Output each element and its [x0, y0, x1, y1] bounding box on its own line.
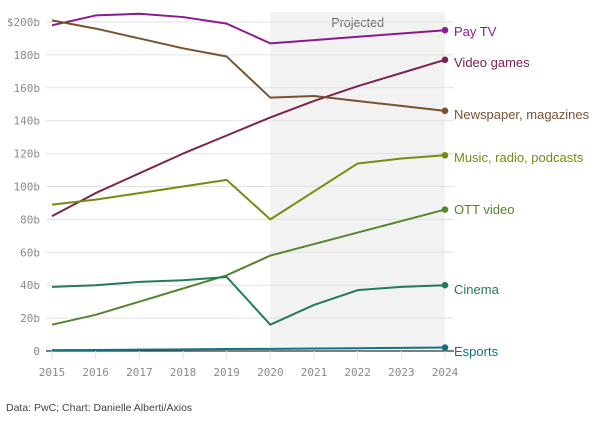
series-line: [51, 208, 446, 326]
series-label: Esports: [454, 344, 499, 359]
x-tick-label: 2018: [170, 366, 197, 379]
x-tick-label: 2023: [388, 366, 415, 379]
y-tick-label: 120b: [14, 148, 41, 161]
end-point: [441, 206, 449, 213]
x-tick-label: 2021: [301, 366, 328, 379]
series-label: OTT video: [454, 202, 514, 217]
y-tick-label: 40b: [20, 279, 40, 292]
series-cinema: Cinema: [51, 275, 500, 326]
projected-label: Projected: [331, 16, 384, 30]
gridlines: [46, 21, 454, 352]
end-point: [441, 56, 449, 64]
y-tick-label: 60b: [20, 246, 40, 259]
y-tick-label: 80b: [20, 213, 40, 226]
series-video-games: Video games: [51, 55, 530, 217]
end-point: [441, 344, 449, 351]
end-point: [441, 26, 449, 34]
y-tick-label: 0: [33, 345, 40, 358]
y-tick-label: 20b: [20, 312, 40, 325]
series-label: Music, radio, podcasts: [454, 150, 584, 165]
y-tick-label: 140b: [14, 115, 41, 128]
series-label: Video games: [454, 55, 530, 70]
series-line: [51, 19, 446, 112]
series-newspaper-magazines: Newspaper, magazines: [51, 19, 590, 122]
x-tick-label: 2016: [82, 366, 109, 379]
y-tick-label: 160b: [14, 82, 41, 95]
series-label: Cinema: [454, 282, 500, 297]
end-point: [441, 281, 449, 289]
y-tick-label: $200b: [7, 16, 40, 29]
series-line: [51, 275, 446, 326]
series-label: Pay TV: [454, 24, 497, 39]
series-music-radio-podcasts: Music, radio, podcasts: [51, 150, 584, 221]
x-axis: 2015 2016 2017 2018 2019 2020 2021 2022 2023 2024: [39, 351, 459, 379]
series-ott-video: OTT video: [51, 202, 514, 326]
x-tick-label: 2020: [257, 366, 284, 379]
end-point: [441, 107, 449, 115]
projected-band: [270, 12, 445, 351]
source-note: Data: PwC; Chart: Danielle Alberti/Axios: [6, 402, 193, 414]
x-tick-label: 2019: [213, 366, 240, 379]
y-axis: 0 20b 40b 60b 80b 100b 120b 140b 160b 180b $200b: [7, 16, 40, 358]
x-tick-label: 2024: [432, 366, 459, 379]
series-pay-tv: Pay TV: [51, 12, 497, 45]
series-esports: Esports: [51, 344, 499, 359]
x-tick-label: 2022: [344, 366, 371, 379]
series-line: [51, 346, 446, 352]
series-label: Newspaper, magazines: [454, 107, 590, 122]
series-group: Pay TV Video games Newspaper, magazines Mus…: [51, 12, 590, 359]
end-point: [441, 151, 449, 159]
series-line: [51, 12, 446, 45]
y-tick-label: 100b: [14, 181, 41, 194]
y-tick-label: 180b: [14, 49, 41, 62]
x-tick-label: 2015: [39, 366, 66, 379]
series-line: [51, 154, 446, 221]
x-tick-label: 2017: [126, 366, 153, 379]
series-line: [51, 58, 446, 217]
